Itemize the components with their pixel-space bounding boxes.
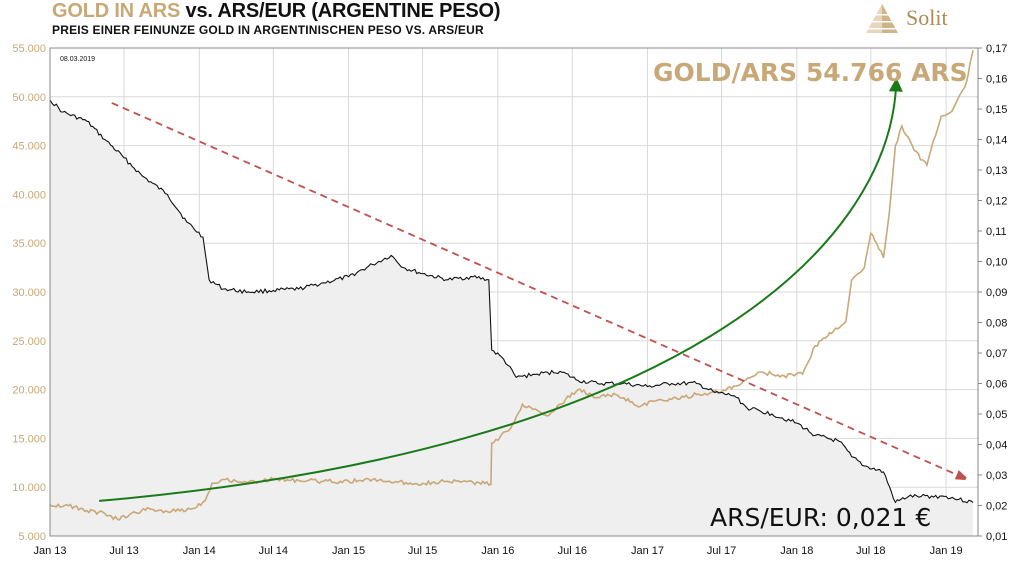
x-tick-label: Jan 15 xyxy=(332,545,365,557)
y-right-tick-label: 0,14 xyxy=(986,135,1007,147)
x-tick-label: Jan 17 xyxy=(631,545,664,557)
ars-eur-area xyxy=(50,99,974,537)
y-right-tick-label: 0,08 xyxy=(986,318,1007,330)
y-left-tick-label: 5.000 xyxy=(18,531,46,543)
y-right-tick-label: 0,04 xyxy=(986,440,1007,452)
chart-title: GOLD IN ARS vs. ARS/EUR (ARGENTINE PESO) xyxy=(52,0,501,23)
x-tick-label: Jan 14 xyxy=(183,545,216,557)
chart-title-gold: GOLD IN ARS xyxy=(52,0,181,22)
x-tick-label: Jul 14 xyxy=(259,545,288,557)
y-right-tick-label: 0,17 xyxy=(986,43,1007,55)
x-tick-label: Jan 13 xyxy=(33,545,66,557)
y-left-tick-label: 35.000 xyxy=(12,238,46,250)
y-right-tick-label: 0,10 xyxy=(986,257,1007,269)
y-left-tick-label: 50.000 xyxy=(12,92,46,104)
y-right-tick-label: 0,16 xyxy=(986,74,1007,86)
logo-text: Solit xyxy=(906,5,948,30)
y-left-tick-label: 20.000 xyxy=(12,385,46,397)
y-left-tick-label: 55.000 xyxy=(12,43,46,55)
pyramid-icon xyxy=(864,4,900,33)
x-tick-label: Jul 13 xyxy=(109,545,138,557)
y-right-tick-label: 0,15 xyxy=(986,104,1007,116)
x-tick-label: Jul 17 xyxy=(707,545,736,557)
series xyxy=(49,50,974,521)
y-right-tick-label: 0,05 xyxy=(986,409,1007,421)
y-left-tick-label: 25.000 xyxy=(12,336,46,348)
gold-ars-line xyxy=(49,50,974,521)
x-tick-label: Jan 16 xyxy=(481,545,514,557)
y-right-tick-label: 0,09 xyxy=(986,287,1007,299)
y-left-tick-label: 10.000 xyxy=(12,482,46,494)
ars-eur-line xyxy=(49,99,974,504)
ars-eur-area-fill xyxy=(50,99,974,537)
downtrend-arrow xyxy=(111,102,962,477)
y-left-tick-label: 40.000 xyxy=(12,189,46,201)
y-right-tick-label: 0,01 xyxy=(986,531,1007,543)
y-right-tick-label: 0,06 xyxy=(986,379,1007,391)
y-right-tick-label: 0,07 xyxy=(986,348,1007,360)
axes: Jan 13 Jul 13 Jan 14 Jul 14 Jan 15 Jul 15 Jan … xyxy=(12,43,1007,557)
trend-arrows xyxy=(99,77,962,502)
plot-frame xyxy=(49,47,979,537)
y-right-tick-label: 0,11 xyxy=(986,226,1007,238)
ars-eur-label: ARS/EUR: 0,021 € xyxy=(710,503,931,532)
date-stamp: 08.03.2019 xyxy=(60,56,95,63)
y-right-tick-label: 0,13 xyxy=(986,165,1007,177)
x-tick-label: Jul 18 xyxy=(856,545,885,557)
chart-subtitle: PREIS EINER FEINUNZE GOLD IN ARGENTINISC… xyxy=(52,23,484,37)
uptrend-arrow xyxy=(99,77,903,502)
y-right-tick-label: 0,02 xyxy=(986,501,1007,513)
solit-logo: Solit xyxy=(860,2,1010,38)
x-tick-label: Jul 16 xyxy=(558,545,587,557)
x-tick-label: Jan 19 xyxy=(930,545,963,557)
x-tick-label: Jan 18 xyxy=(780,545,813,557)
y-right-tick-label: 0,03 xyxy=(986,470,1007,482)
x-tick-label: Jul 15 xyxy=(408,545,437,557)
y-left-tick-label: 45.000 xyxy=(12,141,46,153)
y-left-tick-label: 15.000 xyxy=(12,433,46,445)
chart-title-rest: vs. ARS/EUR (ARGENTINE PESO) xyxy=(180,0,501,22)
gold-ars-label: GOLD/ARS 54.766 ARS xyxy=(653,58,968,87)
y-left-tick-label: 30.000 xyxy=(12,287,46,299)
y-right-tick-label: 0,12 xyxy=(986,196,1007,208)
